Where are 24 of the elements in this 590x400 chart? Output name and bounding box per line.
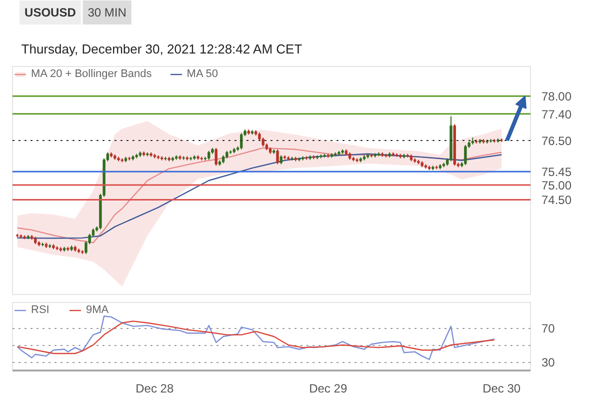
candlestick	[240, 132, 243, 150]
candlestick	[214, 147, 218, 166]
y-tick-label: 77.40	[542, 107, 572, 122]
line-series	[16, 320, 495, 354]
legend-label: MA 20 + Bollinger Bands	[31, 68, 152, 80]
chart-title: USOUSD	[24, 6, 76, 20]
candlestick	[276, 148, 279, 165]
text: 30 MIN	[88, 6, 126, 20]
x-tick-label: Dec 29	[309, 382, 348, 396]
legend-label: RSI	[31, 304, 50, 316]
y-tick-label: 74.50	[542, 193, 572, 208]
candlestick	[464, 144, 467, 166]
y-tick-label: 78.00	[542, 90, 572, 104]
y-tick-label: 30	[542, 356, 556, 370]
chart-subtitle: Thursday, December 30, 2021 12:28:42 AM CET	[21, 42, 302, 56]
legend-label: MA 50	[186, 68, 218, 80]
x-tick-label: Dec 30	[482, 382, 521, 396]
y-tick-label: 76.50	[542, 134, 572, 148]
x-tick-label: Dec 28	[136, 382, 174, 396]
y-tick-label: 75.00	[542, 178, 572, 192]
y-tick-label: 70	[542, 322, 556, 336]
line-series	[16, 316, 495, 360]
legend-label: 9MA	[86, 304, 109, 316]
y-tick-label: 75.45	[542, 165, 572, 180]
